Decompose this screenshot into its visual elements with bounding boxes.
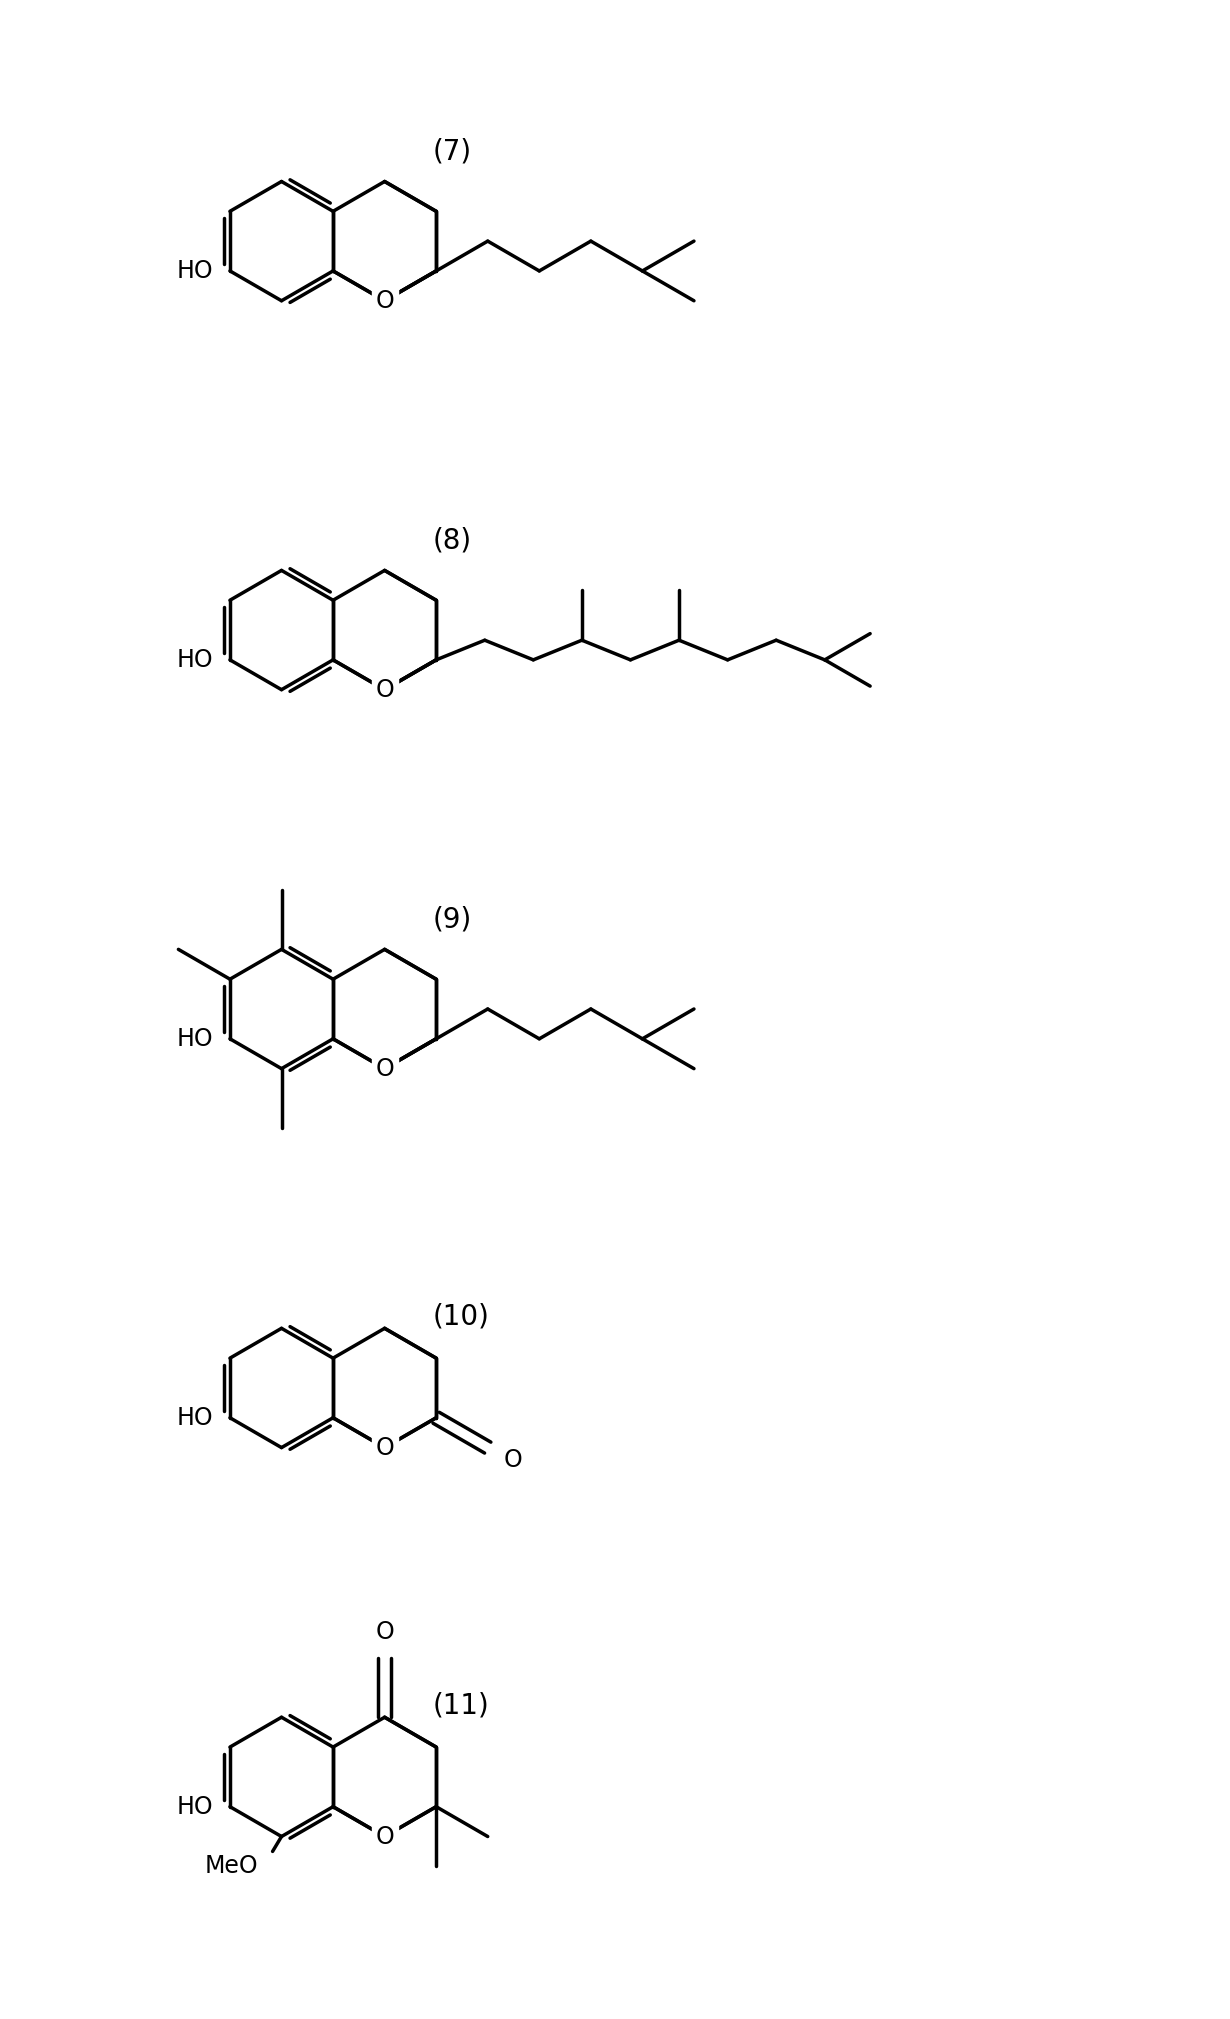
Text: (7): (7) — [432, 137, 471, 166]
Text: (8): (8) — [432, 527, 471, 555]
Text: O: O — [375, 289, 394, 313]
Text: O: O — [375, 289, 394, 313]
Text: HO: HO — [176, 258, 213, 283]
Text: O: O — [375, 1621, 394, 1643]
Text: O: O — [375, 1825, 394, 1849]
Text: O: O — [375, 1056, 394, 1080]
Text: HO: HO — [176, 1028, 213, 1050]
Text: O: O — [503, 1448, 522, 1472]
Text: HO: HO — [176, 1405, 213, 1429]
Text: O: O — [375, 678, 394, 703]
Text: O: O — [375, 1436, 394, 1460]
Text: O: O — [375, 1056, 394, 1080]
Text: (10): (10) — [432, 1302, 490, 1331]
Text: HO: HO — [176, 1795, 213, 1819]
Text: O: O — [375, 1825, 394, 1849]
Text: (9): (9) — [432, 907, 471, 933]
Text: (11): (11) — [432, 1692, 490, 1720]
Text: HO: HO — [176, 648, 213, 672]
Text: O: O — [375, 678, 394, 703]
Text: O: O — [375, 1436, 394, 1460]
Text: MeO: MeO — [205, 1853, 258, 1878]
